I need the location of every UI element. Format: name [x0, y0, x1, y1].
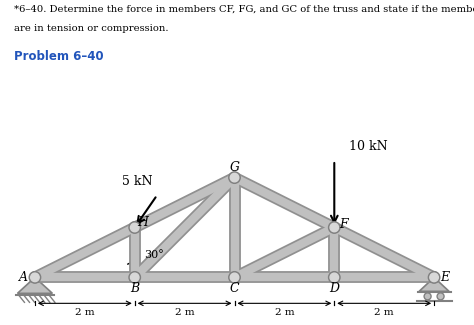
Circle shape: [437, 293, 444, 300]
Text: 2 m: 2 m: [175, 308, 194, 317]
Text: G: G: [229, 161, 239, 174]
Circle shape: [229, 172, 240, 183]
Circle shape: [31, 273, 39, 282]
Text: Problem 6–40: Problem 6–40: [14, 50, 104, 63]
Text: E: E: [440, 271, 450, 284]
Text: 5 kN: 5 kN: [122, 175, 153, 188]
Circle shape: [230, 273, 239, 282]
Circle shape: [328, 272, 340, 283]
Circle shape: [330, 273, 338, 282]
Circle shape: [130, 273, 139, 282]
Text: 30°: 30°: [144, 250, 164, 260]
Circle shape: [129, 222, 140, 233]
Text: D: D: [329, 282, 339, 295]
Text: A: A: [19, 271, 28, 284]
Text: 2 m: 2 m: [274, 308, 294, 317]
Circle shape: [328, 222, 340, 233]
Polygon shape: [18, 278, 53, 293]
Circle shape: [330, 223, 338, 232]
Circle shape: [430, 273, 438, 282]
Circle shape: [31, 274, 38, 281]
Text: B: B: [130, 282, 139, 295]
Circle shape: [424, 293, 431, 300]
Text: C: C: [230, 282, 239, 295]
Circle shape: [29, 272, 41, 283]
Circle shape: [129, 272, 140, 283]
Text: 10 kN: 10 kN: [349, 140, 388, 153]
Text: H: H: [137, 216, 148, 229]
Text: 2 m: 2 m: [75, 308, 95, 317]
Circle shape: [430, 274, 438, 281]
Text: *6–40. Determine the force in members CF, FG, and GC of the truss and state if t: *6–40. Determine the force in members CF…: [14, 5, 474, 14]
Polygon shape: [419, 278, 449, 291]
Text: 2 m: 2 m: [374, 308, 394, 317]
Text: F: F: [339, 218, 347, 231]
Circle shape: [30, 272, 40, 282]
Circle shape: [428, 272, 440, 283]
Text: are in tension or compression.: are in tension or compression.: [14, 24, 169, 33]
Circle shape: [229, 272, 240, 283]
Circle shape: [230, 173, 239, 182]
Circle shape: [429, 272, 439, 282]
Circle shape: [130, 223, 139, 232]
